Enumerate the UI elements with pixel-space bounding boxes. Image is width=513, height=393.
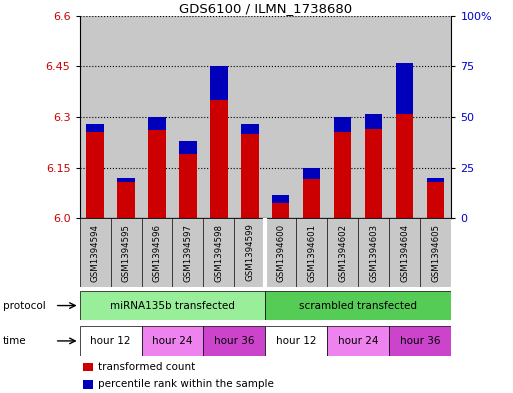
Text: GSM1394600: GSM1394600 [277,224,285,281]
Bar [180,141,196,154]
Bar [272,195,289,203]
Text: scrambled transfected: scrambled transfected [300,301,418,310]
Bar [142,326,204,356]
Bar [83,363,92,371]
Text: protocol: protocol [3,301,45,310]
Text: hour 36: hour 36 [400,336,441,346]
Bar [234,16,265,218]
Text: GSM1394599: GSM1394599 [246,224,254,281]
Bar [334,117,351,132]
Text: time: time [3,336,26,346]
Bar [265,16,297,218]
Text: GSM1394594: GSM1394594 [90,224,100,281]
Bar [172,16,204,218]
Bar [148,117,166,218]
Bar [265,291,451,320]
Bar [87,124,104,132]
Bar [204,16,234,218]
Bar [204,326,266,356]
Bar [304,167,321,179]
Bar [117,178,134,218]
Bar [297,16,327,218]
Bar [265,16,297,218]
Bar [83,380,92,389]
Bar [397,63,413,114]
Bar [359,16,389,218]
Bar [210,66,227,218]
Bar [265,16,297,218]
Text: GSM1394601: GSM1394601 [307,224,317,281]
Bar [117,178,134,182]
Bar [427,178,444,182]
Text: GSM1394605: GSM1394605 [431,224,441,281]
Text: GSM1394603: GSM1394603 [369,224,379,281]
Text: hour 36: hour 36 [214,336,255,346]
Text: miRNA135b transfected: miRNA135b transfected [110,301,235,310]
Bar [180,141,196,218]
Bar [421,16,451,218]
Bar [327,326,389,356]
Bar [265,326,327,356]
Bar [389,326,451,356]
Bar [80,326,142,356]
Bar [334,117,351,218]
Bar [110,16,142,218]
Bar [242,124,259,218]
Text: GSM1394598: GSM1394598 [214,224,224,281]
Bar [427,178,444,218]
Bar [242,124,259,134]
Bar [87,124,104,218]
Text: transformed count: transformed count [98,362,195,372]
Bar [304,167,321,218]
Text: hour 12: hour 12 [90,336,131,346]
Bar [397,63,413,218]
Bar [327,16,359,218]
Bar [142,16,172,218]
Text: hour 24: hour 24 [338,336,379,346]
Text: GSM1394596: GSM1394596 [152,224,162,281]
Bar [80,291,265,320]
Bar [148,117,166,130]
Title: GDS6100 / ILMN_1738680: GDS6100 / ILMN_1738680 [179,2,352,15]
Text: hour 24: hour 24 [152,336,193,346]
Text: GSM1394604: GSM1394604 [401,224,409,281]
Text: hour 12: hour 12 [276,336,317,346]
Text: GSM1394595: GSM1394595 [122,224,130,281]
Text: GSM1394597: GSM1394597 [184,224,192,281]
Text: percentile rank within the sample: percentile rank within the sample [98,379,274,389]
Bar [210,66,227,100]
Bar [365,114,383,129]
Bar [389,16,421,218]
Text: GSM1394602: GSM1394602 [339,224,347,281]
Bar [272,195,289,218]
Bar [365,114,383,218]
Bar [80,16,110,218]
